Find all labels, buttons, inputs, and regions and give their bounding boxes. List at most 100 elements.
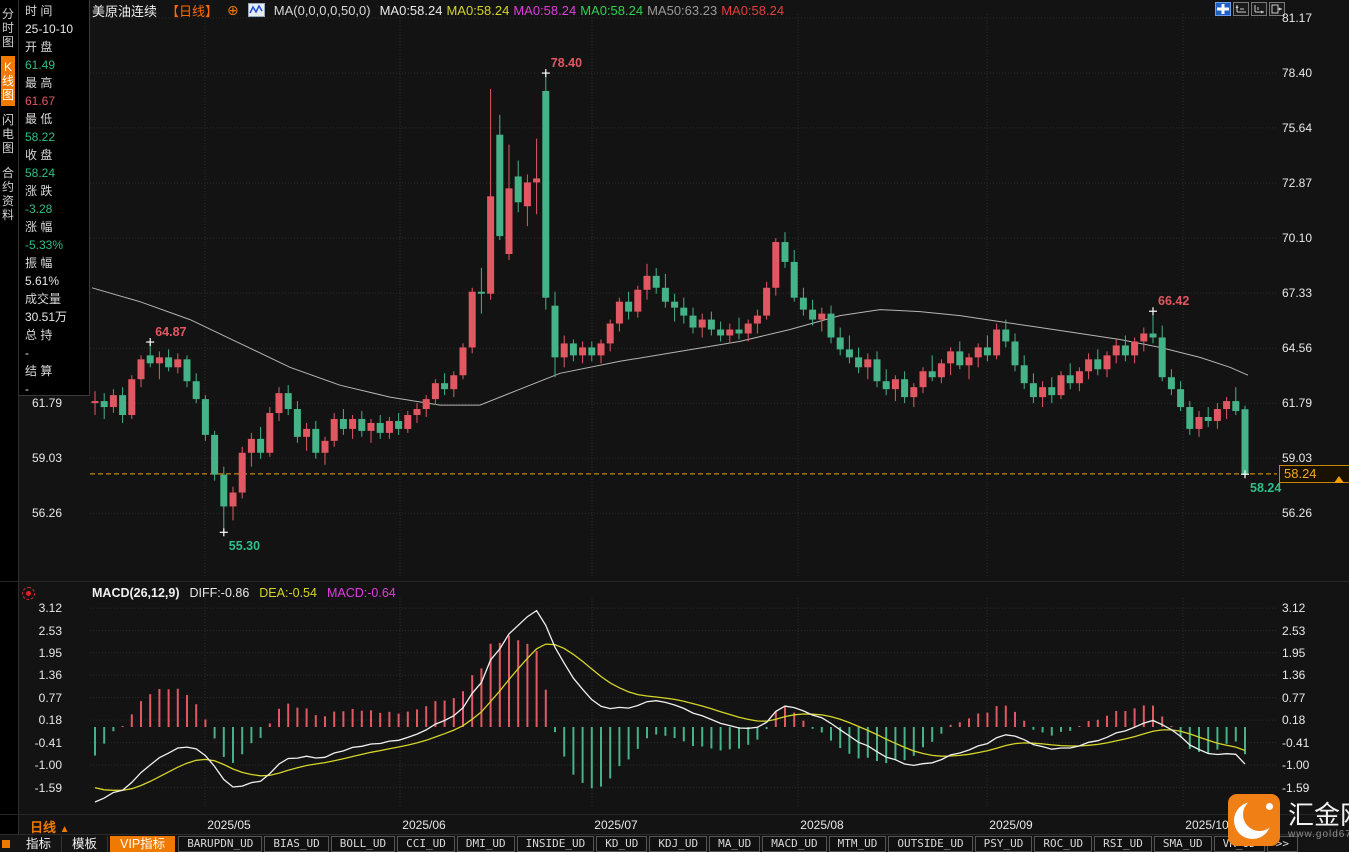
- indicator-tab[interactable]: VIP指标: [110, 836, 176, 852]
- corner-handle-icon[interactable]: [2, 840, 10, 848]
- ma-value: MA50:63.23: [647, 2, 718, 18]
- price-annotation: 55.30: [228, 539, 261, 554]
- main-chart-area[interactable]: [90, 14, 1277, 578]
- macd-axis-label: 3.12: [1282, 601, 1306, 616]
- indicator-tab-bar: 指标 模板 VIP指标 BARUPDN_UD BIAS_UD BOLL_UD CCI_UD D…: [0, 834, 1349, 852]
- x-axis-label: 2025/06: [402, 818, 446, 832]
- macd-value: DIFF:-0.86: [189, 586, 250, 600]
- x-axis-label: 2025/05: [207, 818, 251, 832]
- info-label: 涨 幅: [25, 220, 53, 234]
- price-axis-label: 75.64: [1282, 120, 1313, 135]
- logo-site-url: www.gold678.com: [1288, 828, 1349, 840]
- price-annotation: 64.87: [155, 325, 187, 340]
- ma-value: MA0:58.24: [580, 2, 644, 18]
- x-axis-label: 2025/08: [800, 818, 844, 832]
- price-axis-label: 64.56: [1282, 341, 1313, 356]
- mini-chart-icon[interactable]: [247, 3, 265, 17]
- logo-name: 汇金网: [1288, 799, 1349, 830]
- macd-axis-label-left: 1.95: [38, 645, 62, 660]
- macd-axis-label: 1.95: [1282, 645, 1306, 660]
- macd-axis-label-left: -0.41: [34, 735, 62, 750]
- info-label: 结 算: [25, 364, 53, 378]
- price-up-arrow-icon: [1334, 476, 1344, 483]
- macd-axis-label: 0.77: [1282, 690, 1306, 705]
- indicator-tab[interactable]: 指标: [16, 836, 63, 852]
- ma-value: MA0:58.24: [379, 2, 443, 18]
- sidebar-tab-active[interactable]: K线图: [1, 56, 15, 106]
- site-logo[interactable]: 汇金网 www.gold678.com: [1228, 794, 1349, 846]
- macd-axis-label-left: 0.77: [38, 690, 62, 705]
- fit-horizontal-icon[interactable]: [1233, 2, 1249, 16]
- macd-axis-label-left: -1.59: [34, 780, 62, 795]
- macd-chart-area[interactable]: [90, 598, 1277, 810]
- price-axis-label: 78.40: [1282, 66, 1313, 81]
- indicator-tab[interactable]: RSI_UD: [1094, 836, 1152, 852]
- macd-title: MACD(26,12,9): [92, 586, 180, 600]
- fit-vertical-icon[interactable]: [1251, 2, 1267, 16]
- symbol-title: 美原油连续: [92, 3, 158, 19]
- chart-type-sidebar: 分时图 K线图闪电图合约资料: [0, 0, 19, 852]
- price-annotation: 58.24: [1250, 481, 1282, 496]
- info-value: -: [25, 346, 29, 360]
- triangle-up-icon: ▲: [59, 824, 70, 835]
- sidebar-tab-item[interactable]: 合约资料: [1, 166, 14, 222]
- sidebar-tab-item[interactable]: 分时图: [1, 7, 14, 49]
- sidebar-tab-item[interactable]: 闪电图: [1, 113, 14, 155]
- pane-separator: [0, 581, 1349, 582]
- chart-toolbar: [1215, 2, 1285, 16]
- macd-axis-label-left: -1.00: [34, 758, 62, 773]
- current-price-axis-box: 58.24: [1279, 465, 1349, 483]
- info-label: 最 低: [25, 112, 53, 126]
- price-axis-label: 67.33: [1282, 286, 1313, 301]
- info-value: -5.33%: [25, 238, 64, 252]
- macd-value: MACD:-0.64: [326, 586, 396, 600]
- price-axis-label: 81.17: [1282, 11, 1313, 25]
- price-axis-label-left: 61.79: [31, 396, 62, 411]
- macd-axis-label: -1.00: [1282, 758, 1310, 773]
- info-value: -3.28: [25, 202, 53, 216]
- indicator-tab[interactable]: INSIDE_UD: [516, 836, 595, 852]
- macd-axis-label: -0.41: [1282, 735, 1310, 750]
- macd-axis-label: -1.59: [1282, 780, 1310, 795]
- price-axis-label: 72.87: [1282, 176, 1313, 190]
- info-label: 最 高: [25, 76, 53, 90]
- indicator-dot-icon[interactable]: [22, 587, 35, 600]
- indicator-tab[interactable]: BOLL_UD: [330, 836, 396, 852]
- indicator-tab[interactable]: 模板: [62, 836, 109, 852]
- info-label: 时 间: [25, 4, 53, 18]
- shift-right-icon[interactable]: [1269, 2, 1285, 16]
- macd-axis-label-left: 1.36: [38, 668, 62, 683]
- info-value: 61.49: [25, 58, 56, 72]
- macd-axis-label-left: 2.53: [38, 623, 62, 638]
- info-label: 收 盘: [25, 148, 53, 162]
- info-value: 25-10-10: [25, 22, 74, 36]
- info-value: 58.24: [25, 166, 56, 180]
- macd-axis-label: 0.18: [1282, 713, 1306, 728]
- info-value: 61.67: [25, 94, 56, 108]
- price-axis-label: 59.03: [1282, 451, 1313, 466]
- x-axis-label: 2025/10: [1185, 818, 1229, 832]
- ma-settings-label: MA(0,0,0,0,50,0): [273, 2, 371, 18]
- target-icon[interactable]: ⊕: [227, 1, 239, 18]
- price-axis-label: 56.26: [1282, 506, 1313, 521]
- logo-crescent-icon: [1228, 794, 1280, 846]
- price-axis-label: 70.10: [1282, 231, 1313, 246]
- price-annotation: 78.40: [550, 56, 583, 71]
- info-label: 成交量: [25, 292, 62, 306]
- axis-separator: [0, 814, 1349, 815]
- info-value: 30.51万: [25, 310, 68, 324]
- ma-value: MA0:58.24: [721, 2, 785, 18]
- indicator-tab[interactable]: BIAS_UD: [264, 836, 329, 852]
- macd-axis-label-left: 0.18: [38, 713, 62, 728]
- info-label: 涨 跌: [25, 184, 53, 198]
- x-axis-label: 2025/07: [594, 818, 638, 832]
- x-axis-label: 2025/09: [989, 818, 1033, 832]
- price-axis-label-left: 56.26: [31, 506, 62, 521]
- period-selector[interactable]: 日线 ▲: [30, 820, 70, 835]
- pan-tool-icon[interactable]: [1215, 2, 1231, 16]
- info-label: 振 幅: [25, 256, 53, 270]
- indicator-tab[interactable]: ROC_UD: [1034, 836, 1093, 852]
- ma-value: MA0:58.24: [513, 2, 577, 18]
- quote-info-panel: 时 间 25-10-10 开 盘 61.49 最 高 61.67 最 低 58.22 收 盘 58…: [19, 0, 90, 396]
